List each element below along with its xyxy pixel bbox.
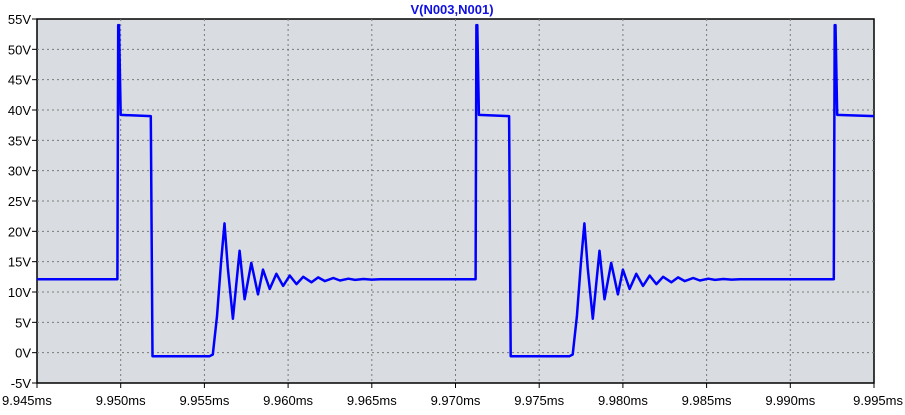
x-tick-label: 9.975ms — [514, 393, 564, 408]
x-tick-label: 9.980ms — [598, 393, 648, 408]
x-tick-label: 9.950ms — [96, 393, 146, 408]
series-line-v-n003-n001[interactable] — [37, 23, 875, 358]
x-tick-label: 9.985ms — [682, 393, 732, 408]
y-tick-label: 5V — [15, 315, 31, 330]
y-tick-label: 55V — [8, 12, 31, 27]
y-tick-label: -5V — [11, 376, 32, 391]
y-tick-label: 10V — [8, 285, 31, 300]
tick-marks — [32, 18, 875, 388]
x-tick-label: 9.945ms — [2, 393, 52, 408]
y-tick-label: 0V — [15, 346, 31, 361]
x-tick-label: 9.960ms — [263, 393, 313, 408]
y-tick-label: 25V — [8, 194, 31, 209]
x-tick-label: 9.990ms — [765, 393, 815, 408]
y-tick-label: 45V — [8, 73, 31, 88]
y-tick-label: 20V — [8, 224, 31, 239]
x-tick-label: 9.970ms — [431, 393, 481, 408]
y-axis-tick-labels: -5V 0V 5V 10V 15V 20V 25V 30V 35V 40V 45V 50V 55V — [8, 12, 31, 391]
y-tick-label: 40V — [8, 103, 31, 118]
x-axis-tick-labels: 9.945ms 9.950ms 9.955ms 9.960ms 9.965ms 9.970… — [2, 393, 903, 408]
x-tick-label: 9.955ms — [179, 393, 229, 408]
chart-title: V(N003,N001) — [410, 2, 493, 17]
y-tick-label: 35V — [8, 133, 31, 148]
x-tick-label: 9.965ms — [347, 393, 397, 408]
y-tick-label: 15V — [8, 255, 31, 270]
x-tick-label: 9.995ms — [853, 393, 903, 408]
y-tick-label: 50V — [8, 42, 31, 57]
y-tick-label: 30V — [8, 164, 31, 179]
